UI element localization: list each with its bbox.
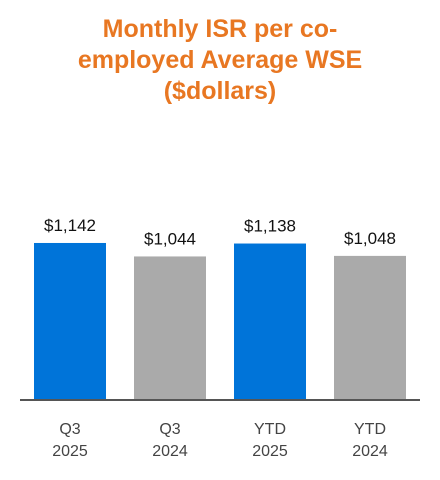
bar-1	[134, 256, 206, 400]
x-tick-label-0-0: Q3	[59, 421, 80, 438]
bar-3	[334, 255, 406, 400]
x-tick-label-2-1: 2025	[252, 443, 288, 460]
data-label-1: $1,044	[144, 229, 196, 248]
x-tick-label-3-0: YTD	[354, 421, 386, 438]
bar-0	[34, 242, 106, 400]
data-label-3: $1,048	[344, 229, 396, 248]
chart-title: Monthly ISR per co- employed Average WSE…	[0, 14, 440, 107]
chart-title-line-3: ($dollars)	[163, 77, 277, 105]
x-tick-label-0-1: 2025	[52, 443, 88, 460]
x-tick-label-1-1: 2024	[152, 443, 188, 460]
bar-2	[234, 243, 306, 400]
chart-title-line-2: employed Average WSE	[77, 46, 363, 74]
x-tick-label-2-0: YTD	[254, 421, 286, 438]
x-tick-label-1-0: Q3	[159, 421, 180, 438]
data-label-0: $1,142	[44, 216, 96, 235]
chart-title-line-1: Monthly ISR per co-	[102, 15, 338, 43]
x-tick-label-3-1: 2024	[352, 443, 388, 460]
data-label-2: $1,138	[244, 217, 296, 236]
